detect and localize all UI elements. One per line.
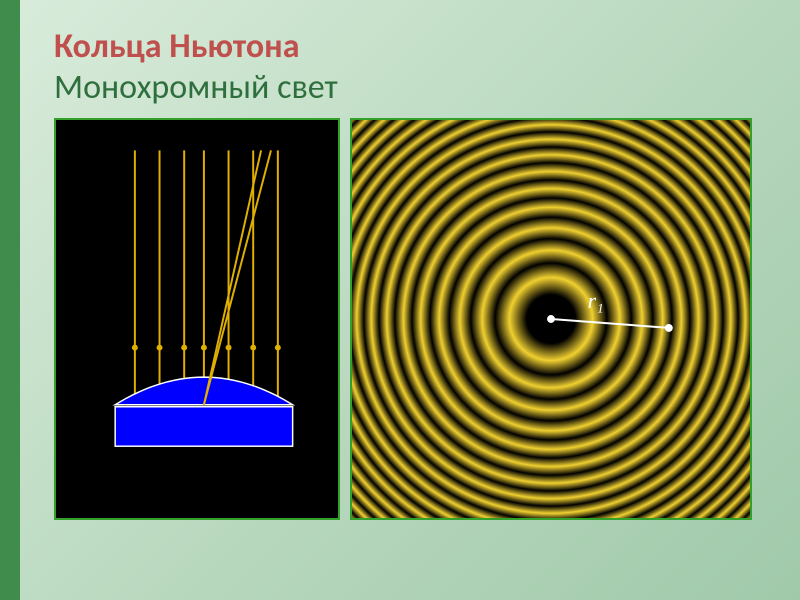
radius-label: r₁	[588, 289, 604, 313]
title-main: Кольца Ньютона	[54, 26, 338, 67]
accent-bar	[0, 0, 20, 600]
right-panel: r₁	[350, 118, 752, 520]
title-sub: Монохромный свет	[54, 67, 338, 108]
lens-setup-diagram	[56, 120, 338, 518]
panels: r₁	[54, 118, 752, 520]
left-panel	[54, 118, 340, 520]
slide: Кольца Ньютона Монохромный свет r₁	[0, 0, 800, 600]
newton-rings-diagram: r₁	[352, 120, 750, 518]
title-block: Кольца Ньютона Монохромный свет	[54, 26, 338, 108]
